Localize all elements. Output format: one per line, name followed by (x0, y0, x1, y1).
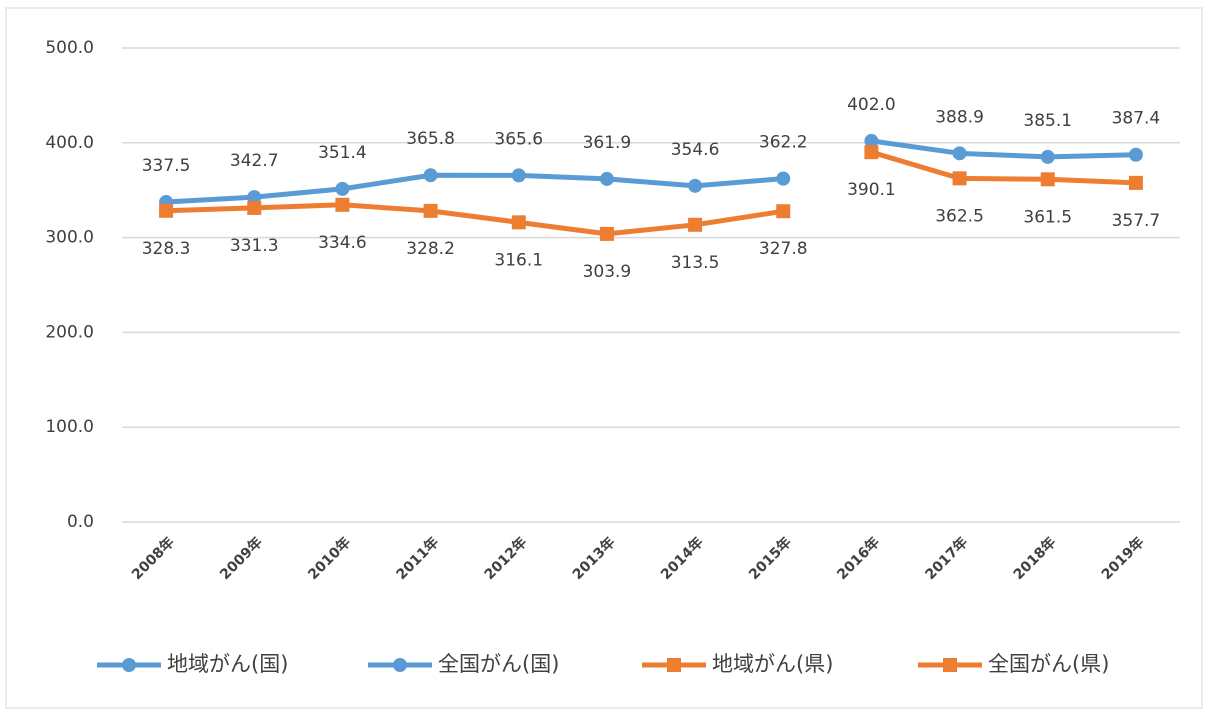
point (599, 226, 614, 241)
point (423, 168, 438, 183)
data-label: 361.5 (1023, 207, 1072, 227)
point (1040, 172, 1055, 187)
chart-frame (5, 7, 1203, 709)
data-label: 313.5 (671, 253, 720, 273)
point (511, 168, 526, 183)
point (335, 181, 350, 196)
data-label: 390.1 (847, 180, 896, 200)
point (1128, 147, 1143, 162)
point (952, 146, 967, 161)
point (1128, 175, 1143, 190)
y-tick-label: 200.0 (45, 322, 94, 342)
point (864, 145, 879, 160)
point (511, 215, 526, 230)
data-label: 316.1 (494, 250, 543, 270)
data-label: 337.5 (142, 156, 191, 176)
y-tick-label: 500.0 (45, 38, 94, 58)
data-label: 328.3 (142, 239, 191, 259)
series-line (870, 149, 1137, 186)
data-label: 365.6 (494, 129, 543, 149)
data-label: 361.9 (583, 133, 632, 153)
data-label: 327.8 (759, 239, 808, 259)
point (1040, 149, 1055, 164)
data-label: 385.1 (1023, 111, 1072, 131)
legend-label: 全国がん(県) (988, 652, 1109, 676)
legend-marker (667, 658, 681, 672)
legend-label: 全国がん(国) (438, 652, 559, 676)
y-tick-label: 100.0 (45, 417, 94, 437)
data-label: 402.0 (847, 95, 896, 115)
series-line (165, 172, 784, 205)
data-label: 387.4 (1112, 109, 1161, 129)
data-label: 357.7 (1112, 211, 1161, 231)
point (776, 204, 791, 219)
point (247, 190, 262, 205)
data-label: 388.9 (935, 107, 984, 127)
point (864, 133, 879, 148)
data-label: 334.6 (318, 233, 367, 253)
point (688, 217, 703, 232)
point (247, 200, 262, 215)
legend-marker (943, 658, 957, 672)
legend-label: 地域がん(県) (712, 652, 833, 676)
data-label: 351.4 (318, 143, 367, 163)
data-label: 331.3 (230, 236, 279, 256)
y-tick-label: 300.0 (45, 228, 94, 248)
legend-label: 地域がん(国) (167, 652, 288, 676)
point (599, 171, 614, 186)
data-label: 328.2 (406, 239, 455, 259)
data-label: 354.6 (671, 140, 720, 160)
data-label: 362.2 (759, 133, 808, 153)
series-line (166, 202, 784, 237)
point (335, 197, 350, 212)
point (952, 171, 967, 186)
data-label: 303.9 (583, 262, 632, 282)
series-line (871, 138, 1136, 160)
data-label: 362.5 (935, 206, 984, 226)
y-tick-label: 0.0 (67, 512, 94, 532)
data-label: 365.8 (406, 129, 455, 149)
point (688, 178, 703, 193)
legend-marker (393, 658, 407, 672)
point (423, 203, 438, 218)
data-label: 342.7 (230, 151, 279, 171)
legend-marker (122, 658, 136, 672)
y-tick-label: 400.0 (45, 133, 94, 153)
point (159, 203, 174, 218)
point (776, 171, 791, 186)
